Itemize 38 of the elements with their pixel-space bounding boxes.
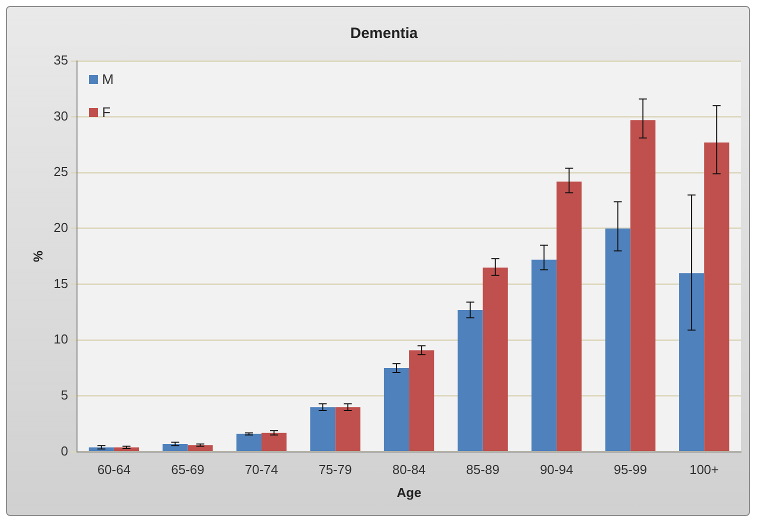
x-tick-label: 75-79 (318, 462, 352, 478)
y-tick-label: 0 (60, 443, 68, 458)
x-tick-label: 95-99 (614, 462, 647, 478)
y-tick-label: 5 (60, 388, 68, 403)
x-tick-label: 65-69 (171, 462, 204, 478)
bar (335, 407, 360, 452)
x-tick-label: 80-84 (392, 462, 426, 478)
legend-label: F (102, 103, 111, 122)
bar (458, 310, 483, 452)
chart-title: Dementia (350, 25, 418, 42)
y-tick-label: 20 (54, 220, 68, 236)
y-tick-label: 10 (54, 332, 68, 347)
x-axis-title: Age (396, 484, 422, 500)
y-tick-label: 15 (54, 276, 68, 291)
bar (409, 350, 434, 452)
x-tick-label: 90-94 (540, 462, 574, 478)
x-tick-label: 70-74 (244, 462, 278, 478)
bar (236, 434, 262, 452)
bar (482, 268, 508, 452)
y-axis-title: % (30, 250, 46, 262)
bar (605, 228, 630, 452)
bar (310, 407, 336, 452)
bar (188, 445, 213, 452)
bar (630, 120, 656, 452)
x-tick-label: 100+ (689, 462, 719, 478)
x-tick-label: 85-89 (466, 462, 500, 478)
x-tick-label: 60-64 (97, 462, 131, 478)
bar (162, 444, 188, 452)
bar (384, 368, 410, 452)
bar (556, 182, 582, 452)
bar (531, 260, 557, 452)
y-tick-label: 35 (54, 52, 68, 68)
bar (704, 142, 730, 452)
y-tick-label: 30 (54, 108, 68, 124)
y-tick-label: 25 (54, 164, 68, 180)
legend-label: M (102, 70, 114, 89)
bar (261, 432, 287, 452)
bar (679, 273, 704, 452)
